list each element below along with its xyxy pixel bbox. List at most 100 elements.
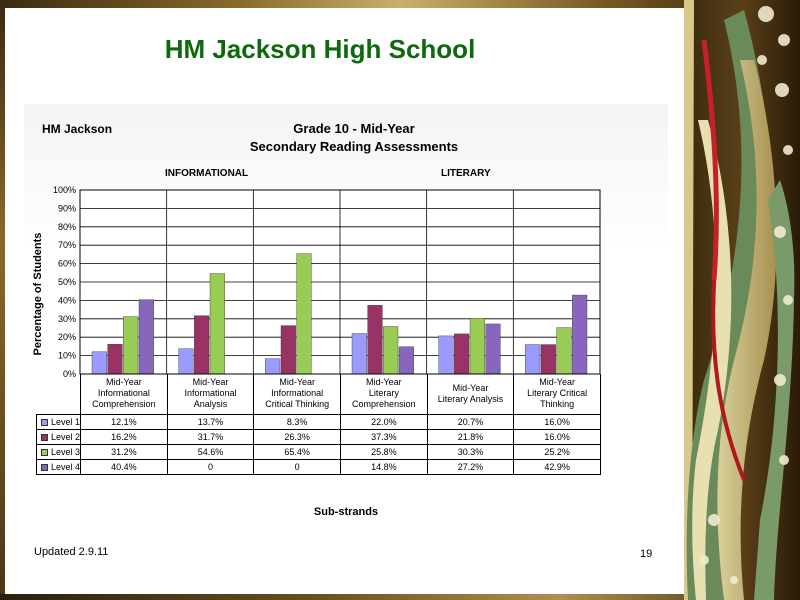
bar-level-1 [438,335,454,375]
legend-entry: Level 4 [35,458,82,475]
bar-level-2 [107,343,123,375]
bar-level-3 [556,327,572,375]
legend-swatch [41,433,48,441]
category-label-line: Critical Thinking [265,399,330,410]
data-label: 40.4% [80,458,168,475]
bar-level-4 [485,323,501,375]
y-tick-label: 60% [58,259,76,269]
chart-school-label: HM Jackson [42,122,113,136]
legend-swatch [41,463,48,471]
bar-level-1 [525,344,541,375]
data-label: 14.8% [340,458,428,475]
table-row: Level 4 40.4% 0 0 14.8% 27.2% 42.9% [35,458,601,475]
table-header-row: Mid-Year Informational Comprehension Mid-Ye… [37,374,601,415]
bar-level-2 [367,305,383,375]
legend-swatch [41,448,48,456]
category-label: Mid-Year Literary Critical Thinking [513,374,601,415]
category-label-line: Informational [97,388,150,399]
category-label-line: Literary Critical [527,388,588,399]
data-label: 42.9% [513,458,601,475]
category-label-line: Literary [368,388,399,399]
data-label: 31.7% [166,428,255,445]
data-label: 12.1% [80,413,168,430]
table-row: Level 1 12.1% 13.7% 8.3% 22.0% 20.7% 16.0% [35,413,601,430]
bar-level-4 [572,294,588,375]
data-label: 26.3% [253,428,341,445]
data-label: 54.6% [166,443,255,460]
category-label: Mid-Year Literary Comprehension [340,374,428,415]
category-label: Mid-Year Informational Comprehension [80,374,168,415]
data-label: 21.8% [426,428,515,445]
table-row: Level 2 16.2% 31.7% 26.3% 37.3% 21.8% 16.0% [35,428,601,445]
slide-frame-bottom [0,594,800,600]
data-label: 31.2% [80,443,168,460]
y-tick-label: 30% [58,314,76,324]
legend-entry: Level 3 [35,443,82,460]
category-label: Mid-Year Informational Critical Thinking [253,374,341,415]
bar-level-2 [454,333,470,375]
category-label-line: Informational [184,388,237,399]
bar-level-3 [209,273,225,375]
data-label: 16.0% [513,428,601,445]
category-label: Mid-Year Informational Analysis [166,374,255,415]
data-label: 30.3% [426,443,515,460]
category-label-line: Mid-Year [452,382,489,393]
y-tick-label: 70% [58,240,76,250]
group-label-literary: LITERARY [441,168,491,179]
category-label-line: Mid-Year [192,377,229,388]
table-row: Level 3 31.2% 54.6% 65.4% 25.8% 30.3% 25.2% [35,443,601,460]
y-tick-label: 100% [53,185,76,195]
table-corner [37,374,81,414]
category-label: Mid-Year Literary Analysis [426,374,515,415]
x-axis-label: Sub-strands [313,506,379,518]
chart-subtitle: Secondary Reading Assessments [249,139,459,154]
legend-label: Level 1 [51,416,81,427]
decorative-side-panel [684,0,800,600]
y-tick-label: 20% [58,332,76,342]
y-tick-label: 50% [58,277,76,287]
bar-chart-plot: 0% 10% 20% 30% 40% 50% 60% 70% 80% 90% 100% [53,185,601,379]
slide-frame-top [0,0,800,8]
bar-level-1 [351,333,367,375]
category-label-line: Comprehension [352,399,416,410]
data-label: 27.2% [426,458,515,475]
data-label: 37.3% [340,428,428,445]
y-tick-label: 10% [58,351,76,361]
bar-level-1 [265,358,281,375]
data-label: 0 [166,458,255,475]
data-label: 22.0% [340,413,428,430]
legend-entry: Level 1 [35,413,82,430]
data-label: 20.7% [426,413,515,430]
data-label: 8.3% [253,413,341,430]
data-label: 16.0% [513,413,601,430]
bar-level-1 [91,351,107,375]
category-label-line: Thinking [540,399,575,410]
data-label: 25.8% [340,443,428,460]
y-tick-label: 40% [58,295,76,305]
floral-decoration-graphic [684,0,800,600]
category-label-line: Mid-Year [539,377,575,388]
bar-level-2 [540,344,556,375]
slide-title: HM Jackson High School [164,34,476,64]
bar-level-3 [296,253,312,375]
category-label-line: Mid-Year [106,377,142,388]
data-label: 16.2% [80,428,168,445]
bar-level-4 [138,299,154,375]
legend-label: Level 3 [51,446,81,457]
bar-level-3 [123,316,139,375]
legend-entry: Level 2 [35,428,82,445]
group-label-informational: INFORMATIONAL [165,168,249,179]
y-tick-label: 0% [63,369,76,379]
category-label-line: Comprehension [92,399,156,410]
data-label: 65.4% [253,443,341,460]
chart-panel: HM Jackson Grade 10 - Mid-Year Secondary… [24,104,668,526]
bar-level-3 [383,326,399,375]
bar-level-4 [398,346,414,375]
y-tick-label: 90% [58,203,76,213]
y-tick-label: 80% [58,222,76,232]
category-label-line: Analysis [193,399,228,410]
category-label-line: Informational [271,388,324,399]
chart-data-table: Mid-Year Informational Comprehension Mid-Ye… [35,374,601,475]
bar-level-2 [280,325,296,375]
category-label-line: Mid-Year [365,377,402,388]
